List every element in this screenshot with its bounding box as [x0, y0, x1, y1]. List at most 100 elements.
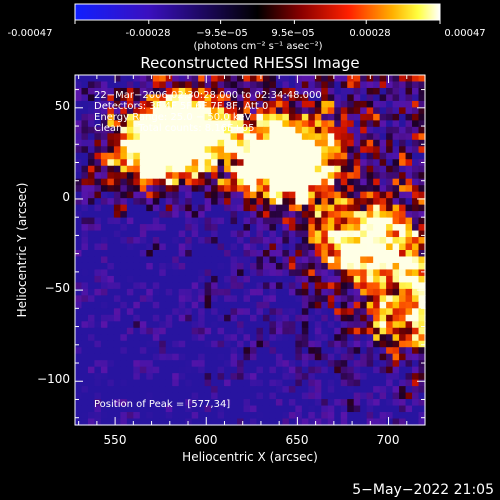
heatmap-cell — [360, 198, 368, 206]
heatmap-cell — [340, 146, 348, 154]
heatmap-cell — [178, 100, 186, 109]
heatmap-cell — [340, 288, 348, 296]
heatmap-cell — [81, 386, 89, 394]
heatmap-cell — [237, 379, 245, 387]
heatmap-cell — [347, 120, 355, 128]
heatmap-cell — [107, 172, 115, 180]
heatmap-cell — [204, 230, 212, 238]
heatmap-cell — [107, 152, 115, 160]
heatmap-cell — [152, 107, 160, 115]
heatmap-cell — [269, 353, 277, 361]
heatmap-cell — [75, 353, 83, 361]
heatmap-cell — [165, 321, 173, 329]
heatmap-cell — [301, 230, 309, 238]
heatmap-cell — [224, 211, 232, 219]
heatmap-cell — [178, 327, 186, 335]
heatmap-cell — [100, 87, 109, 96]
heatmap-cell — [224, 405, 232, 413]
heatmap-cell — [314, 81, 322, 89]
heatmap-cell — [159, 262, 167, 271]
heatmap-cell — [230, 405, 238, 413]
heatmap-cell — [347, 152, 355, 160]
heatmap-cell — [191, 366, 199, 374]
heatmap-cell — [418, 301, 426, 309]
heatmap-cell — [360, 172, 368, 180]
heatmap-cell — [269, 133, 277, 141]
heatmap-cell — [314, 275, 322, 284]
heatmap-cell — [165, 262, 173, 271]
heatmap-cell — [353, 211, 361, 219]
heatmap-cell — [418, 366, 426, 374]
heatmap-cell — [146, 204, 154, 212]
heatmap-cell — [353, 237, 361, 245]
heatmap-cell — [314, 87, 322, 96]
heatmap-cell — [217, 230, 225, 238]
heatmap-cell — [250, 243, 258, 251]
heatmap-cell — [94, 139, 102, 147]
heatmap-cell — [386, 353, 394, 361]
heatmap-cell — [152, 94, 160, 102]
heatmap-cell — [165, 418, 173, 426]
heatmap-cell — [334, 107, 342, 115]
heatmap-cell — [360, 81, 368, 89]
heatmap-cell — [353, 412, 361, 420]
heatmap-cell — [94, 275, 102, 284]
heatmap-cell — [288, 243, 296, 251]
heatmap-cell — [100, 405, 109, 413]
heatmap-cell — [288, 321, 296, 329]
heatmap-cell — [321, 405, 329, 413]
heatmap-cell — [178, 295, 186, 303]
heatmap-cell — [379, 379, 387, 387]
heatmap-cell — [321, 360, 329, 368]
heatmap-cell — [334, 133, 342, 141]
heatmap-cell — [327, 418, 335, 426]
heatmap-cell — [366, 373, 374, 381]
heatmap-cell — [327, 399, 335, 407]
heatmap-cell — [120, 373, 128, 381]
heatmap-cell — [360, 262, 368, 271]
heatmap-cell — [159, 353, 167, 361]
heatmap-cell — [301, 87, 309, 96]
heatmap-cell — [392, 386, 400, 394]
heatmap-cell — [230, 360, 238, 368]
heatmap-cell — [373, 120, 381, 128]
heatmap-cell — [301, 347, 309, 355]
heatmap-cell — [327, 107, 335, 115]
heatmap-cell — [159, 100, 167, 109]
heatmap-cell — [347, 256, 355, 264]
heatmap-cell — [198, 243, 206, 251]
heatmap-cell — [379, 237, 387, 245]
heatmap-cell — [353, 295, 361, 303]
heatmap-cell — [334, 379, 342, 387]
heatmap-cell — [269, 178, 277, 186]
heatmap-cell — [269, 340, 277, 348]
heatmap-cell — [327, 75, 335, 83]
heatmap-cell — [282, 120, 290, 128]
heatmap-cell — [379, 230, 387, 238]
heatmap-cell — [94, 133, 102, 141]
heatmap-cell — [327, 308, 335, 316]
heatmap-cell — [243, 81, 251, 89]
heatmap-cell — [120, 347, 128, 355]
heatmap-cell — [191, 172, 199, 180]
heatmap-cell — [243, 360, 251, 368]
heatmap-cell — [133, 146, 141, 154]
heatmap-cell — [418, 399, 426, 407]
heatmap-cell — [178, 178, 186, 186]
heatmap-cell — [126, 237, 134, 245]
heatmap-cell — [237, 269, 245, 277]
heatmap-cell — [353, 405, 361, 413]
heatmap-cell — [87, 126, 96, 134]
heatmap-cell — [308, 185, 316, 193]
heatmap-cell — [165, 191, 173, 199]
heatmap-cell — [237, 198, 245, 206]
heatmap-cell — [256, 412, 264, 420]
heatmap-cell — [211, 353, 219, 361]
y-tick-label: −50 — [45, 281, 70, 295]
heatmap-cell — [379, 399, 387, 407]
heatmap-cell — [386, 321, 394, 329]
heatmap-cell — [256, 250, 264, 258]
heatmap-cell — [269, 94, 277, 102]
heatmap-cell — [243, 120, 251, 128]
heatmap-cell — [327, 282, 335, 290]
